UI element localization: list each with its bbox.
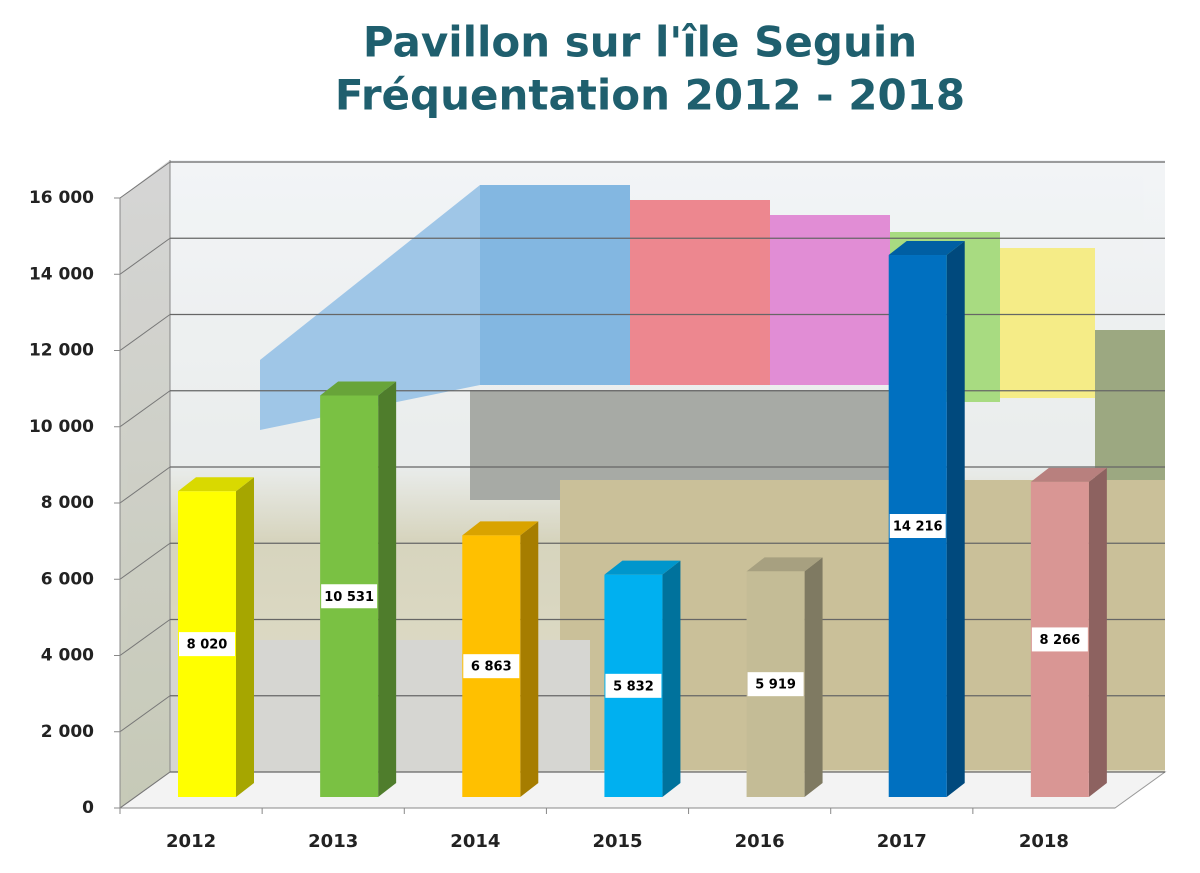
bar-top [462, 521, 539, 536]
value-label-box [179, 632, 235, 657]
bar-side [1088, 467, 1107, 797]
grid-line [119, 237, 171, 275]
y-tick-label: 8 000 [41, 493, 94, 513]
value-label: 8 266 [1039, 633, 1080, 648]
x-tick-label: 2018 [1019, 831, 1069, 852]
grid-line [119, 466, 171, 504]
value-label: 5 919 [755, 678, 796, 693]
value-label: 8 020 [187, 638, 228, 653]
bar-top [746, 557, 823, 572]
value-label: 14 216 [893, 520, 943, 535]
grid-line [119, 161, 171, 199]
y-tick-label: 10 000 [29, 417, 94, 437]
value-label: 6 863 [471, 660, 512, 675]
value-label-box [747, 672, 804, 697]
bar-side [378, 381, 397, 797]
bar-side [804, 557, 823, 797]
grid-line [119, 390, 171, 428]
y-tick-label: 4 000 [41, 646, 94, 666]
x-tick-label: 2016 [735, 831, 785, 852]
grid-line [119, 542, 171, 580]
chart-title: Pavillon sur l'île Seguin [363, 18, 917, 67]
bar-side [236, 477, 254, 797]
grid-line [119, 314, 171, 351]
value-label-box [1031, 627, 1088, 652]
bar-side [520, 521, 539, 797]
value-label-box [889, 514, 946, 539]
value-label: 10 531 [324, 590, 374, 605]
bar-side [662, 560, 681, 797]
y-tick-label: 16 000 [29, 188, 94, 208]
bar-side [946, 241, 965, 797]
x-tick-label: 2015 [592, 831, 642, 852]
y-tick-label: 6 000 [41, 569, 94, 589]
bar-top [604, 560, 681, 575]
chart-subtitle: Fréquentation 2012 - 2018 [335, 71, 965, 120]
y-tick-label: 0 [82, 798, 94, 818]
grid-line [119, 771, 171, 809]
x-tick-label: 2013 [308, 831, 358, 852]
y-tick-label: 12 000 [29, 341, 94, 361]
bar-top [320, 381, 397, 396]
value-label-box [321, 584, 378, 609]
x-tick-label: 2014 [450, 831, 500, 852]
grid-line [119, 619, 171, 656]
x-tick-label: 2012 [166, 831, 216, 852]
y-tick-label: 2 000 [41, 722, 94, 742]
value-label-box [605, 673, 662, 698]
x-tick-label: 2017 [877, 831, 927, 852]
bar-top [1030, 467, 1107, 482]
value-label-box [463, 654, 520, 679]
bar-top [888, 241, 965, 256]
grid-line [119, 695, 171, 733]
y-tick-label: 14 000 [29, 264, 94, 284]
value-label: 5 832 [613, 679, 654, 694]
bar-top [178, 477, 254, 492]
